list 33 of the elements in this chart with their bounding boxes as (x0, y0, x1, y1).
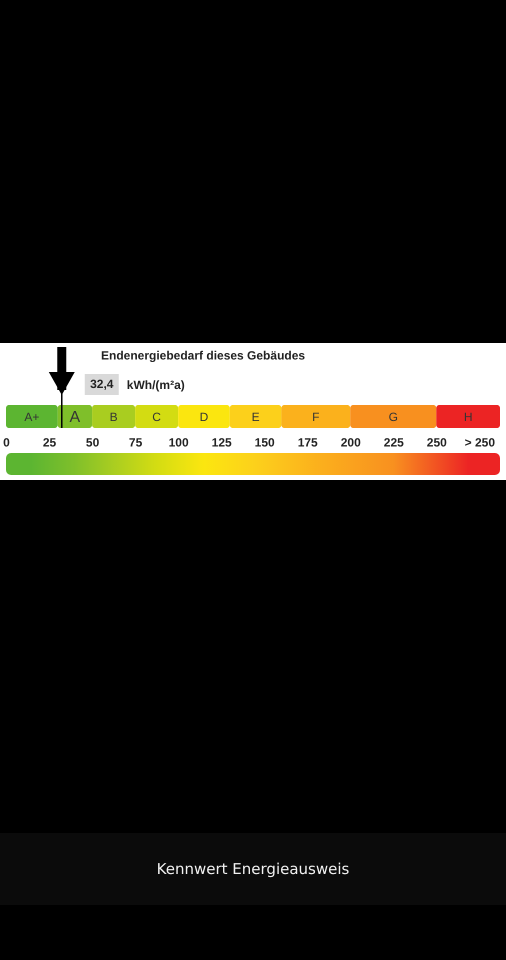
x-tick-label: 225 (384, 436, 404, 450)
series-label: C (152, 410, 162, 424)
series-label: B (110, 410, 118, 424)
x-tick-label: 200 (340, 436, 362, 450)
bar (350, 405, 436, 428)
series-label: A+ (24, 410, 40, 424)
bar (6, 405, 58, 428)
text: Kennwert Energieausweis (0, 833, 506, 905)
series-label: A (70, 409, 81, 426)
bar (135, 405, 178, 428)
series-label: E (252, 410, 260, 424)
x-tick-label: 175 (298, 436, 318, 450)
bar (230, 405, 282, 428)
ref-line-label: 32,4 (90, 377, 114, 391)
x-tick-label: 150 (254, 436, 276, 450)
x-tick-label: 250 (426, 436, 448, 450)
x-tick-label: 125 (212, 436, 232, 450)
series-label: D (200, 410, 209, 424)
x-tick-label: 25 (42, 436, 57, 450)
text: kWh/(m²a) (126, 378, 185, 392)
x-tick-label: 75 (128, 436, 143, 450)
series-label: F (312, 410, 320, 424)
bar (92, 405, 136, 428)
x-tick-label: 0 (3, 436, 10, 450)
series-label: G (388, 410, 398, 424)
bar (436, 405, 500, 428)
chart-title: Endenergiebedarf dieses Gebäudes (101, 348, 306, 362)
bar (281, 405, 350, 428)
series-label: H (464, 410, 472, 424)
x-tick-label: 50 (86, 436, 100, 450)
x-tick-label: 100 (168, 436, 189, 450)
x-tick-label: > 250 (464, 436, 496, 450)
bar (178, 405, 230, 428)
